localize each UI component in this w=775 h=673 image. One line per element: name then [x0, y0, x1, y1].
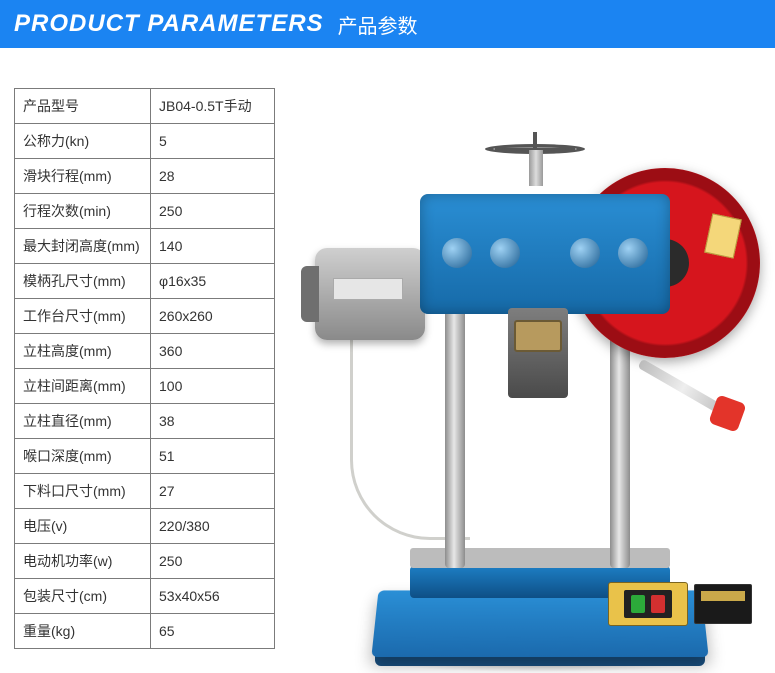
motor-label-plate: [333, 278, 403, 300]
spec-value: 220/380: [151, 509, 275, 544]
head-bolt: [570, 238, 600, 268]
header-title-en: PRODUCT PARAMETERS: [14, 10, 324, 38]
off-button-icon: [651, 595, 665, 613]
spec-label: 立柱高度(mm): [15, 334, 151, 369]
product-illustration: [320, 108, 750, 668]
table-row: 滑块行程(mm)28: [15, 159, 275, 194]
table-row: 工作台尺寸(mm)260x260: [15, 299, 275, 334]
handwheel-stem: [529, 150, 543, 186]
on-button-icon: [631, 595, 645, 613]
spec-label: 立柱直径(mm): [15, 404, 151, 439]
spec-label: 滑块行程(mm): [15, 159, 151, 194]
table-row: 最大封闭高度(mm)140: [15, 229, 275, 264]
table-row: 立柱间距离(mm)100: [15, 369, 275, 404]
table-row: 模柄孔尺寸(mm)φ16x35: [15, 264, 275, 299]
spec-value: 38: [151, 404, 275, 439]
spec-label: 工作台尺寸(mm): [15, 299, 151, 334]
head-bolt: [442, 238, 472, 268]
spec-value: 250: [151, 194, 275, 229]
table-row: 电压(v)220/380: [15, 509, 275, 544]
spec-value: 27: [151, 474, 275, 509]
table-row: 产品型号JB04-0.5T手动: [15, 89, 275, 124]
table-row: 下料口尺寸(mm)27: [15, 474, 275, 509]
table-row: 公称力(kn)5: [15, 124, 275, 159]
spec-value: 28: [151, 159, 275, 194]
head-bolt: [618, 238, 648, 268]
spec-value: 140: [151, 229, 275, 264]
spec-label: 喉口深度(mm): [15, 439, 151, 474]
column-left: [445, 288, 465, 568]
flywheel-warning-sticker: [704, 213, 742, 258]
spec-label: 电动机功率(w): [15, 544, 151, 579]
spec-value: 65: [151, 614, 275, 649]
spec-label: 公称力(kn): [15, 124, 151, 159]
header-bar: PRODUCT PARAMETERS 产品参数: [0, 0, 775, 48]
hand-lever: [638, 359, 730, 418]
power-switch-box: [608, 582, 688, 626]
table-row: 立柱直径(mm)38: [15, 404, 275, 439]
spec-value: JB04-0.5T手动: [151, 89, 275, 124]
spec-value: φ16x35: [151, 264, 275, 299]
spec-value: 53x40x56: [151, 579, 275, 614]
handwheel: [485, 128, 585, 162]
spec-label: 电压(v): [15, 509, 151, 544]
table-row: 行程次数(min)250: [15, 194, 275, 229]
table-row: 电动机功率(w)250: [15, 544, 275, 579]
table-row: 重量(kg)65: [15, 614, 275, 649]
content-area: 产品型号JB04-0.5T手动公称力(kn)5滑块行程(mm)28行程次数(mi…: [0, 48, 775, 673]
spec-value: 360: [151, 334, 275, 369]
spec-value: 260x260: [151, 299, 275, 334]
table-row: 包装尺寸(cm)53x40x56: [15, 579, 275, 614]
spec-label: 行程次数(min): [15, 194, 151, 229]
spec-value: 100: [151, 369, 275, 404]
spec-label: 重量(kg): [15, 614, 151, 649]
spec-label: 包装尺寸(cm): [15, 579, 151, 614]
spec-value: 250: [151, 544, 275, 579]
spec-label: 下料口尺寸(mm): [15, 474, 151, 509]
spec-label: 立柱间距离(mm): [15, 369, 151, 404]
spec-value: 51: [151, 439, 275, 474]
ram-slide: [508, 308, 568, 398]
lever-grip: [708, 394, 746, 432]
press-head: [420, 194, 670, 314]
table-row: 立柱高度(mm)360: [15, 334, 275, 369]
spec-label: 最大封闭高度(mm): [15, 229, 151, 264]
motor-endcap: [301, 266, 319, 322]
head-bolt: [490, 238, 520, 268]
motor: [315, 248, 425, 340]
spec-value: 5: [151, 124, 275, 159]
spec-label: 模柄孔尺寸(mm): [15, 264, 151, 299]
ram-nameplate: [514, 320, 562, 352]
switch-panel: [624, 590, 672, 618]
spec-label: 产品型号: [15, 89, 151, 124]
spec-table: 产品型号JB04-0.5T手动公称力(kn)5滑块行程(mm)28行程次数(mi…: [14, 88, 275, 649]
brand-nameplate: [694, 584, 752, 624]
table-row: 喉口深度(mm)51: [15, 439, 275, 474]
header-title-cn: 产品参数: [338, 10, 418, 39]
